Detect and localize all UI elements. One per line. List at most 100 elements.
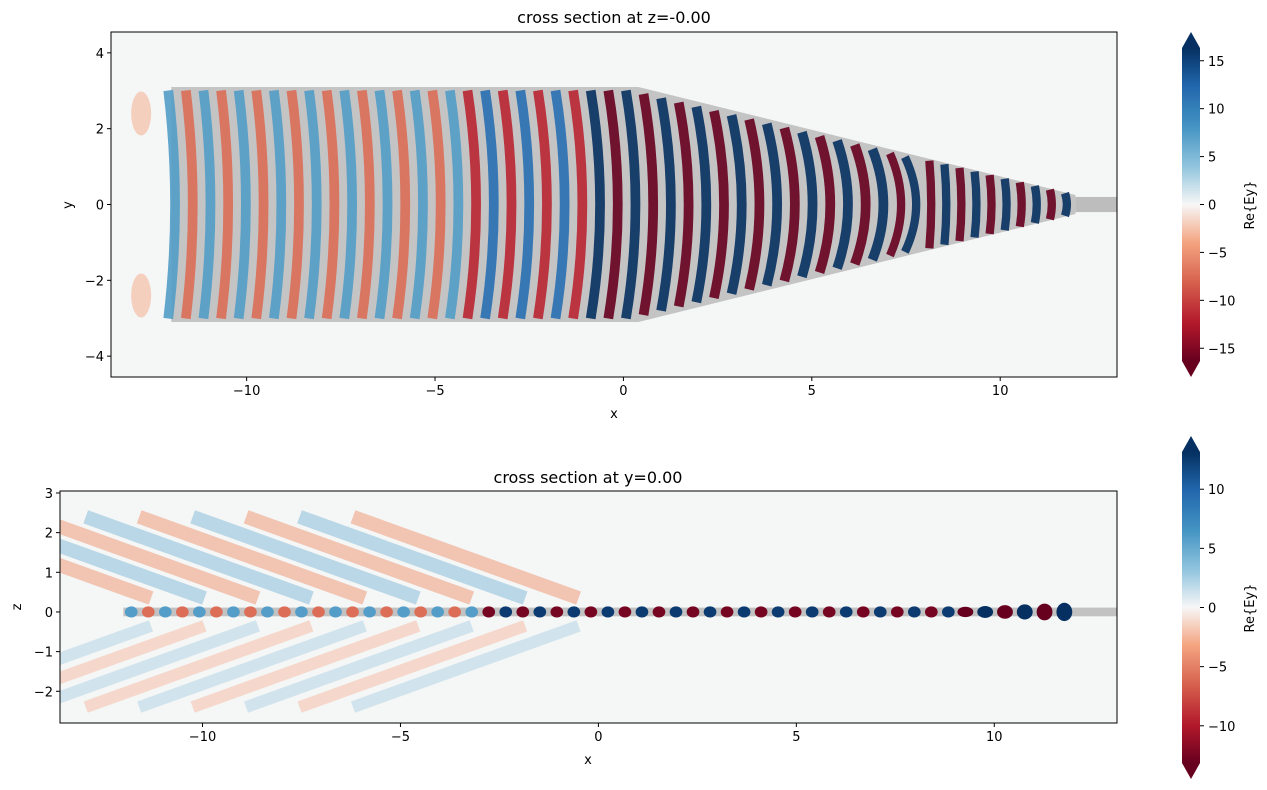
mode-lobe — [278, 606, 291, 618]
colorbar-bottom-label: Re{Ey} — [1243, 584, 1258, 633]
y-axis-bottom: −2 −1 0 1 2 3 — [34, 487, 60, 700]
bottom-xtick-label: −10 — [189, 730, 216, 745]
plot-frame-bottom — [59, 490, 1118, 724]
field-map-top — [131, 86, 1117, 323]
mode-lobe — [686, 606, 700, 618]
mode-lobe — [890, 606, 904, 618]
field-lobe — [131, 91, 152, 136]
mode-lobe — [193, 606, 206, 618]
wavefront — [1030, 185, 1041, 224]
mode-lobe — [584, 606, 598, 618]
bottom-xtick-label: 0 — [594, 730, 602, 745]
wavefront — [321, 89, 340, 320]
mode-lobe — [329, 606, 342, 618]
bottom-xtick-label: 10 — [986, 730, 1003, 745]
radiation-band — [83, 620, 314, 713]
wavefront — [339, 89, 358, 320]
wavefront — [673, 101, 694, 308]
wavefront — [163, 89, 180, 320]
mode-lobe — [1056, 602, 1073, 622]
radiation-band — [60, 620, 154, 666]
panel-top: cross section at z=-0.00 −10 −5 0 5 10 −4 −2 0… — [61, 8, 1118, 422]
wavefront — [762, 122, 782, 287]
radiation-band — [350, 510, 581, 605]
mode-lobe — [465, 606, 479, 618]
x-axis-label-top: x — [610, 407, 618, 422]
wavefront — [832, 139, 853, 270]
wavefront — [656, 97, 676, 312]
mode-lobe — [158, 606, 172, 618]
wavefront — [515, 89, 535, 320]
mode-lobe — [924, 606, 938, 618]
radiation-band — [297, 620, 528, 713]
radiation-band — [83, 510, 314, 605]
wavefront — [691, 105, 712, 304]
top-xtick-label: 10 — [992, 384, 1009, 399]
colorbar-top-tick-label: 0 — [1208, 199, 1216, 214]
mode-lobe — [397, 606, 410, 618]
colorbar-bottom-min-arrow — [1182, 763, 1200, 779]
mode-lobe — [312, 606, 325, 618]
x-axis-label-bottom: x — [584, 753, 592, 768]
wavefront — [901, 155, 921, 254]
wavefront — [603, 89, 623, 320]
mode-lobe — [997, 605, 1013, 619]
radiation-band — [190, 510, 421, 605]
wavefront — [497, 89, 517, 320]
mode-lobe — [720, 606, 734, 618]
wavefront — [744, 118, 765, 291]
wavefront — [886, 151, 906, 258]
colorbar-bottom-tick-label: −5 — [1208, 661, 1227, 676]
wavefront — [233, 89, 251, 320]
mode-lobe — [227, 606, 240, 618]
panel-top-title: cross section at z=-0.00 — [517, 8, 711, 27]
mode-lobe — [856, 606, 870, 618]
wavefront — [533, 89, 552, 320]
mode-lobe — [431, 606, 445, 618]
mode-lobe — [669, 606, 683, 618]
mode-lobe — [618, 606, 632, 618]
wavefront — [1000, 178, 1011, 231]
wavefront — [970, 171, 981, 238]
colorbar-bottom-max-arrow — [1182, 436, 1200, 452]
mode-lobe — [210, 606, 223, 618]
mode-lobe — [414, 606, 427, 618]
mode-lobe — [533, 606, 547, 618]
colorbar-top-gradient — [1182, 48, 1200, 361]
mode-lobe — [499, 606, 513, 618]
mode-lobe — [907, 606, 921, 618]
mode-lobe — [448, 606, 462, 618]
radiation-band — [297, 510, 528, 605]
output-waveguide — [1075, 196, 1117, 213]
field-map-bottom — [60, 510, 1117, 713]
wavefront — [1015, 181, 1026, 228]
mode-lobe — [567, 606, 581, 618]
mode-lobe — [380, 606, 393, 618]
wavefront — [568, 89, 588, 320]
radiation-band — [60, 620, 207, 685]
wavefront — [797, 130, 818, 279]
wavefront — [850, 143, 871, 266]
radiation-band — [60, 519, 261, 605]
wavefront — [1061, 191, 1072, 218]
mode-lobe — [516, 606, 530, 618]
bottom-xtick-label: −5 — [391, 730, 410, 745]
wavefront — [550, 89, 570, 320]
x-axis-bottom: −10 −5 0 5 10 — [189, 723, 1003, 745]
mode-lobe — [601, 606, 615, 618]
mode-lobe — [652, 606, 666, 618]
mode-lobe — [124, 606, 138, 618]
x-axis-top: −10 −5 0 5 10 — [233, 377, 1009, 399]
wavefront — [955, 167, 966, 242]
mode-lobe — [635, 606, 649, 618]
colorbar-top-tick-label: −10 — [1208, 294, 1235, 309]
bottom-ytick-label: −1 — [34, 646, 53, 661]
mode-lobe — [942, 606, 955, 618]
wavefront — [985, 174, 996, 235]
field-lobe — [131, 273, 152, 318]
radiation-band — [60, 557, 154, 605]
colorbar-top-min-arrow — [1182, 361, 1200, 377]
top-ytick-label: 0 — [96, 199, 104, 214]
wavefront — [1045, 188, 1056, 221]
